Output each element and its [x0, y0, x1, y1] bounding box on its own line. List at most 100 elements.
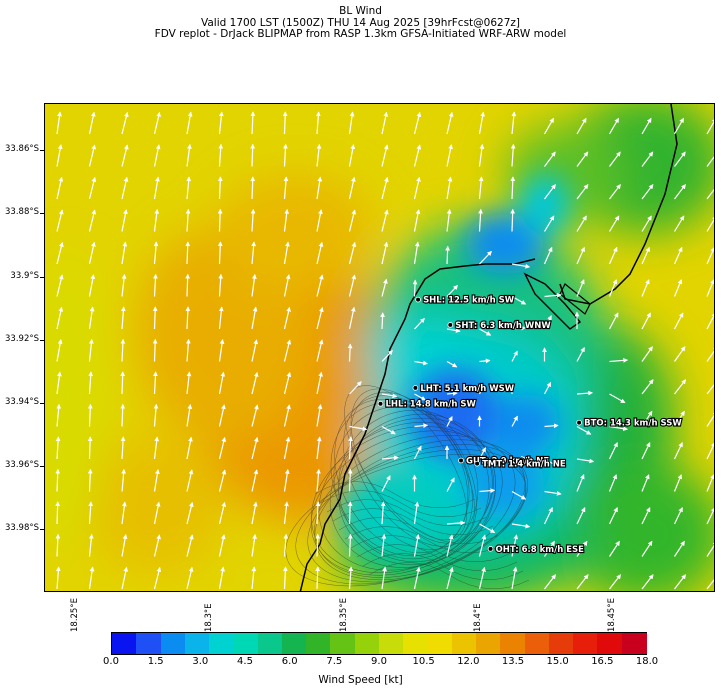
- wind-arrow: [120, 371, 126, 395]
- wind-arrow: [153, 468, 160, 492]
- station-marker[interactable]: [576, 419, 582, 426]
- wind-arrow: [608, 540, 620, 557]
- wind-arrow: [479, 250, 492, 265]
- station-oht[interactable]: OHT: 6.8 km/h ESE: [487, 544, 585, 556]
- lon-tick-label: 18.4°E: [472, 603, 483, 632]
- coastline-north: [559, 104, 678, 305]
- wind-arrow: [316, 241, 324, 265]
- wind-arrow: [641, 507, 651, 525]
- wind-arrow: [543, 381, 552, 395]
- wind-arrow: [283, 501, 289, 525]
- colorbar: [111, 632, 648, 655]
- wind-arrow: [446, 208, 452, 232]
- terrain-contour: [329, 417, 496, 568]
- wind-arrow: [478, 447, 486, 460]
- wind-arrow: [250, 143, 256, 167]
- wind-arrow: [511, 263, 531, 269]
- colorbar-segment: [403, 633, 429, 654]
- lat-tick: [40, 339, 44, 341]
- colorbar-segment: [136, 633, 162, 654]
- wind-arrow: [88, 338, 94, 362]
- wind-arrow: [543, 117, 555, 135]
- colorbar-segment: [306, 633, 332, 654]
- lat-tick-label: 33.94°S: [5, 396, 39, 407]
- wind-arrow: [511, 350, 518, 362]
- wind-arrow: [121, 176, 129, 200]
- station-label: SHL: 12.5 km/h SW: [423, 296, 515, 306]
- station-marker[interactable]: [412, 385, 419, 391]
- station-bto[interactable]: BTO: 14.3 km/h SSW: [576, 418, 683, 430]
- station-shl[interactable]: SHL: 12.5 km/h SW: [415, 295, 516, 307]
- station-lhl[interactable]: LHL: 14.8 km/h SW: [377, 399, 478, 411]
- wind-arrow: [511, 534, 519, 557]
- station-marker[interactable]: [474, 460, 480, 467]
- wind-arrow: [153, 534, 161, 557]
- wind-arrow: [544, 574, 557, 590]
- station-tmt[interactable]: TMT: 1.4 km/h NE: [474, 459, 567, 471]
- station-marker[interactable]: [377, 400, 384, 407]
- wind-arrow: [283, 436, 291, 460]
- colorbar-segment: [160, 633, 186, 654]
- station-marker[interactable]: [458, 457, 464, 464]
- wind-arrow: [413, 241, 420, 265]
- colorbar-segment: [112, 633, 138, 654]
- wind-arrow: [478, 111, 485, 135]
- colorbar-tick-label: 16.5: [591, 656, 614, 667]
- wind-map[interactable]: SHL: 12.5 km/h SW SHT: 6.3 km/h WNW LHT: 5…: [44, 103, 715, 592]
- wind-arrow: [55, 436, 61, 460]
- wind-arrow: [348, 306, 356, 330]
- wind-arrow: [381, 350, 393, 362]
- station-label: OHT: 6.8 km/h ESE: [496, 545, 585, 555]
- colorbar-tick-label: 10.5: [412, 656, 435, 667]
- terrain-contour: [338, 517, 500, 545]
- terrain-contour: [320, 490, 482, 518]
- terrain-contour: [368, 562, 530, 590]
- wind-arrow: [544, 151, 556, 167]
- wind-arrow: [56, 144, 63, 167]
- wind-arrow: [479, 488, 496, 494]
- station-marker[interactable]: [415, 296, 421, 303]
- wind-arrow: [543, 315, 552, 330]
- wind-arrow: [478, 143, 485, 167]
- wind-arrow: [316, 176, 323, 200]
- wind-arrow: [446, 415, 453, 427]
- wind-arrow: [478, 566, 486, 590]
- station-gut[interactable]: GUT: 2.9 km/h NE: [458, 455, 550, 468]
- wind-arrow: [381, 241, 389, 265]
- wind-arrow: [609, 393, 626, 404]
- wind-arrow: [218, 111, 224, 135]
- wind-arrow: [381, 111, 389, 135]
- wind-arrow: [673, 474, 682, 492]
- station-lht[interactable]: LHT: 5.1 km/h WSW: [412, 383, 516, 395]
- wind-arrow: [608, 246, 618, 265]
- wind-arrow: [347, 501, 353, 525]
- wind-arrow: [641, 379, 654, 395]
- wind-arrow: [347, 468, 353, 492]
- wind-arrow: [88, 144, 96, 167]
- wind-arrow: [380, 501, 386, 525]
- wind-arrow: [56, 241, 64, 265]
- lat-tick-label: 33.96°S: [5, 459, 39, 470]
- station-sht[interactable]: SHT: 6.3 km/h WNW: [447, 320, 552, 332]
- terrain-contour: [343, 395, 473, 550]
- wind-arrow: [381, 475, 391, 492]
- wind-arrow: [186, 371, 192, 395]
- station-marker[interactable]: [447, 322, 454, 328]
- wind-arrow: [185, 273, 191, 297]
- lat-tick: [40, 402, 44, 404]
- wind-arrow: [87, 436, 93, 460]
- colorbar-segment: [209, 633, 235, 654]
- wind-arrow: [673, 410, 685, 427]
- wind-arrow: [251, 436, 259, 460]
- station-marker[interactable]: [487, 546, 494, 552]
- wind-arrow: [413, 501, 420, 525]
- wind-arrow: [315, 501, 321, 525]
- wind-arrow: [576, 574, 589, 590]
- wind-arrow: [153, 436, 160, 460]
- wind-arrow: [218, 404, 226, 427]
- wind-arrow: [641, 474, 650, 492]
- wind-arrow: [641, 312, 651, 330]
- wind-arrow: [413, 534, 420, 557]
- wind-arrow: [544, 184, 556, 200]
- wind-arrow: [88, 176, 97, 200]
